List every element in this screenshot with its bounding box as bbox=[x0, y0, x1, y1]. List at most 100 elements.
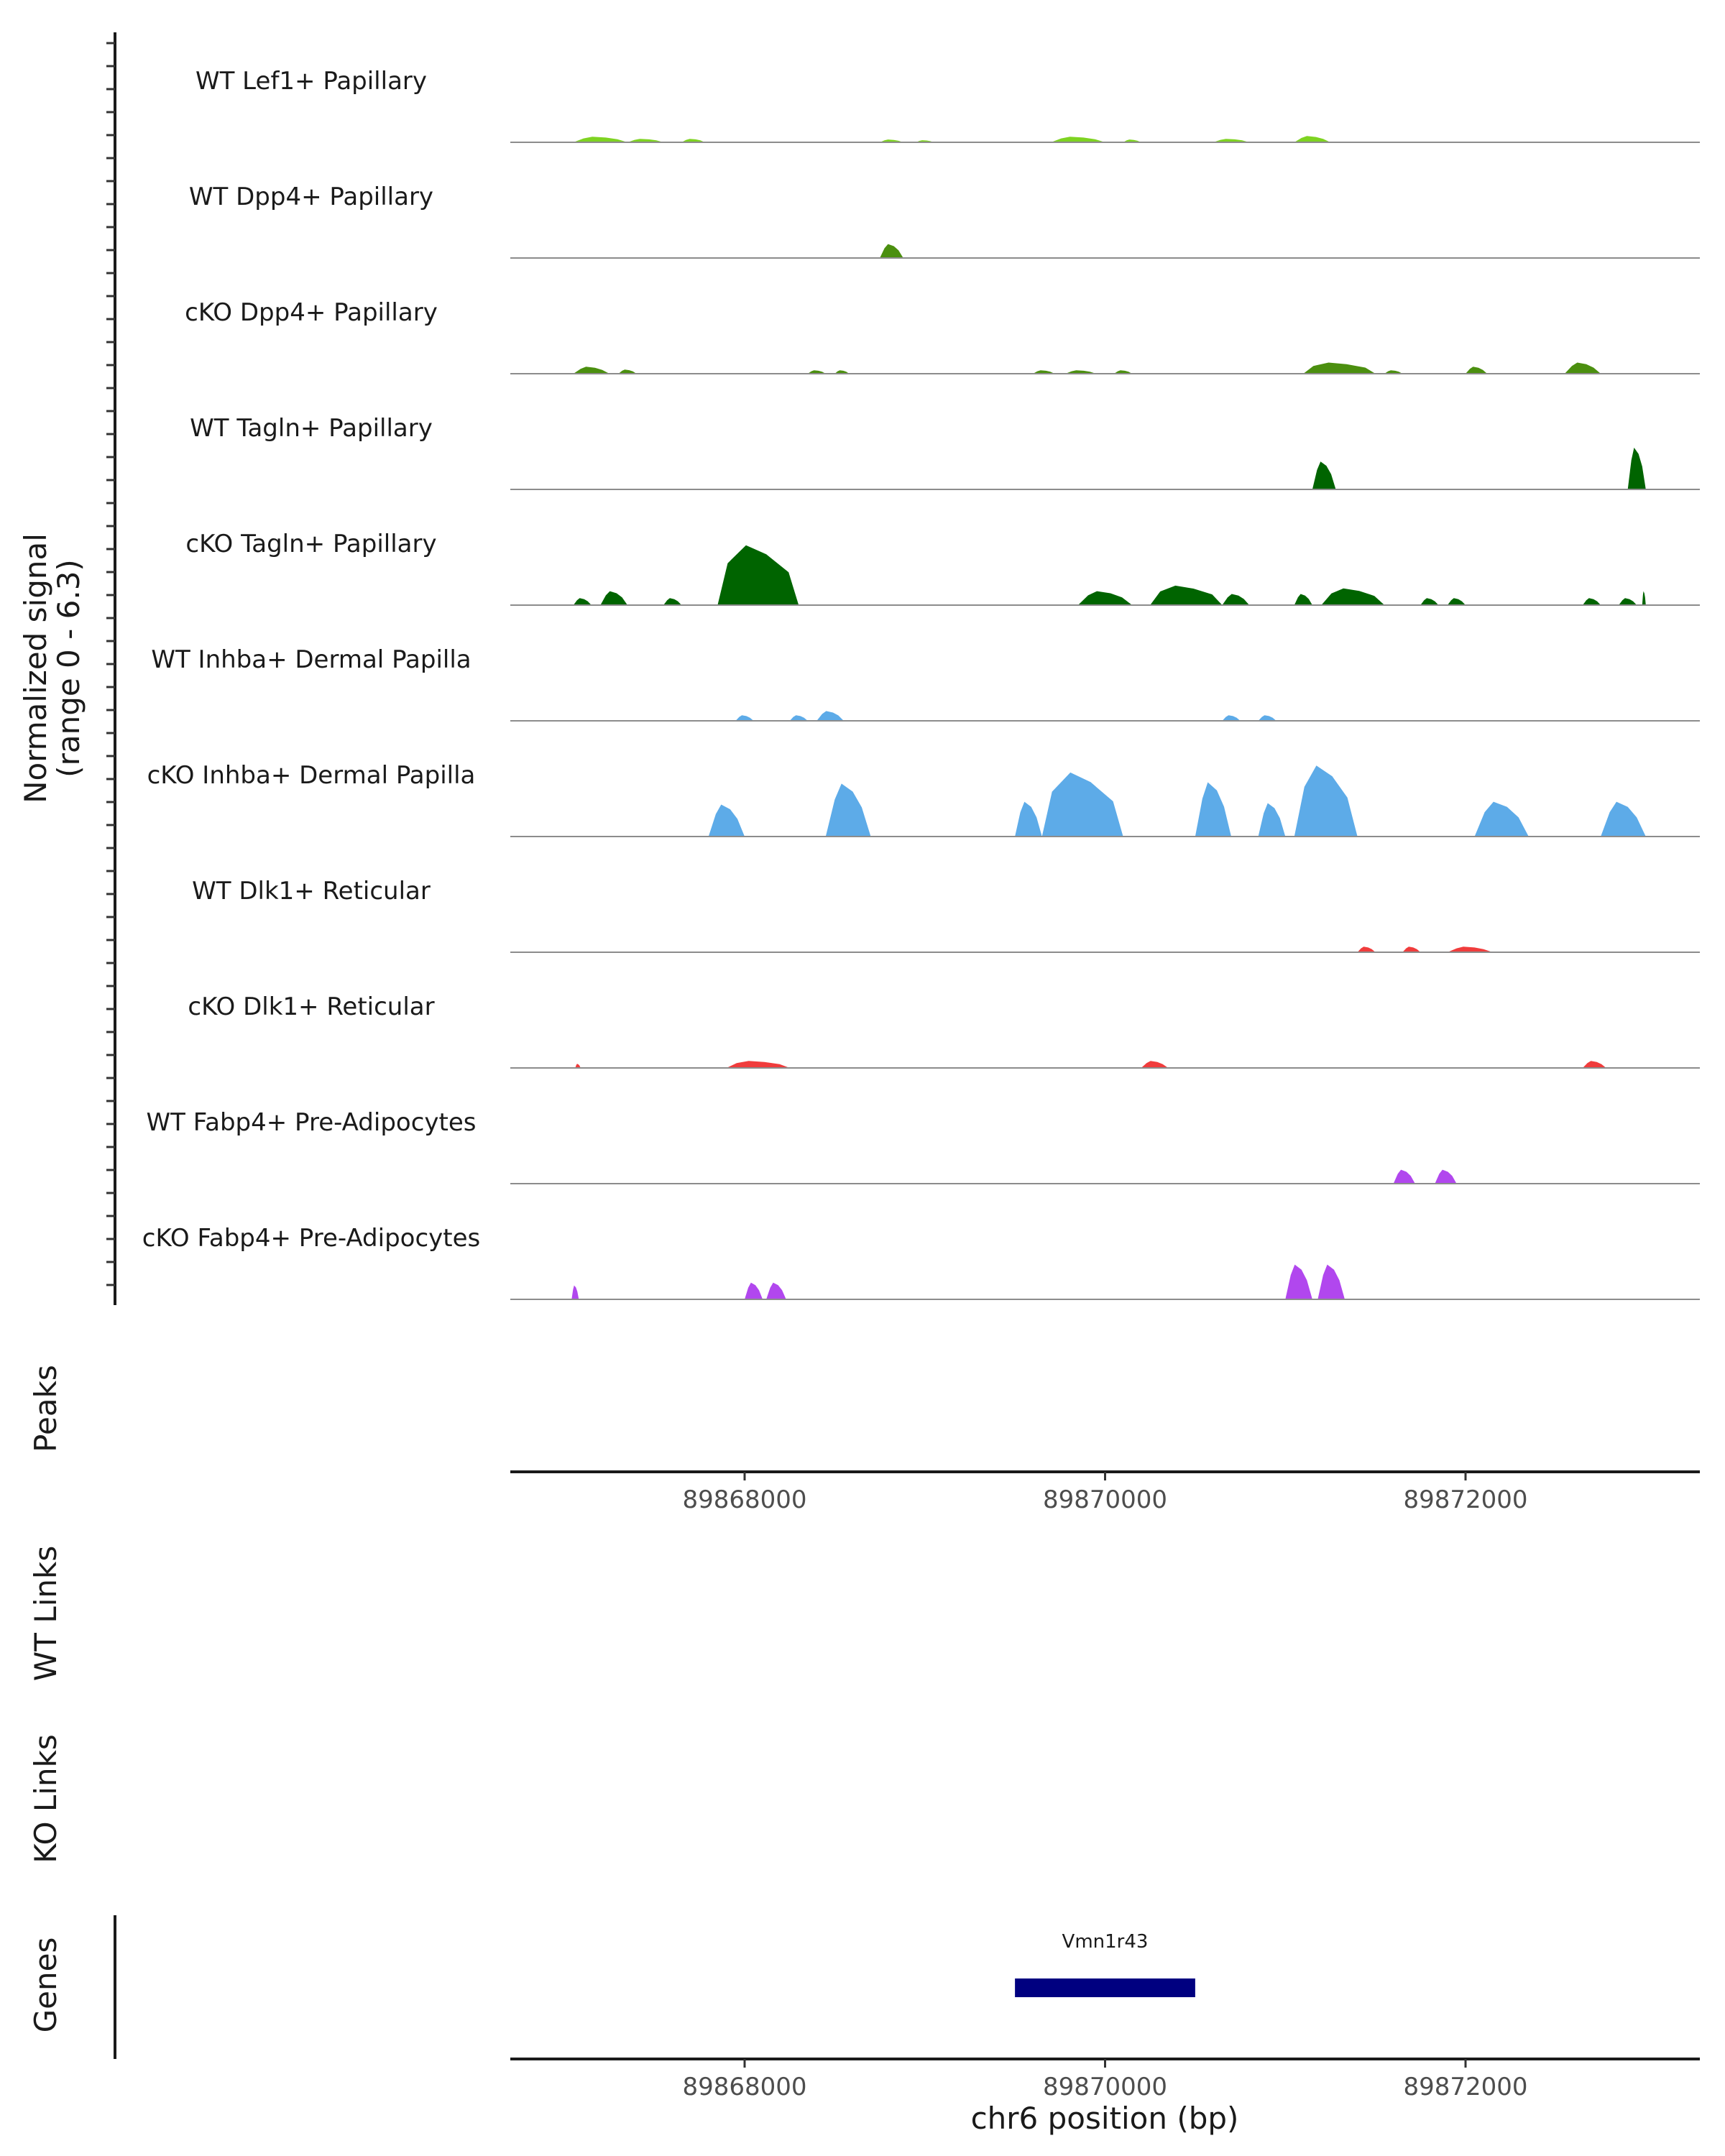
signal-y-axis-ticks bbox=[106, 42, 115, 1286]
signal-area bbox=[1384, 370, 1403, 374]
signal-area bbox=[1033, 370, 1055, 374]
track: cKO Fabp4+ Pre-Adipocytes bbox=[142, 1224, 1700, 1300]
signal-area bbox=[745, 1282, 763, 1299]
signal-area bbox=[834, 370, 850, 374]
x-tick-label: 89868000 bbox=[682, 1485, 806, 1514]
track: WT Dlk1+ Reticular bbox=[192, 877, 1700, 953]
signal-area bbox=[1420, 598, 1439, 605]
x-tick-label: 89872000 bbox=[1403, 1485, 1527, 1514]
signal-area bbox=[1222, 715, 1241, 721]
signal-area bbox=[1317, 1264, 1345, 1299]
signal-area bbox=[1583, 598, 1601, 605]
x-tick-label: 89870000 bbox=[1043, 1485, 1167, 1514]
ko-links-panel-label: KO Links bbox=[28, 1734, 63, 1864]
track: cKO Tagln+ Papillary bbox=[185, 530, 1700, 606]
track: WT Inhba+ Dermal Papilla bbox=[151, 645, 1700, 722]
track: WT Tagln+ Papillary bbox=[190, 414, 1700, 490]
signal-area bbox=[1150, 585, 1223, 605]
signal-area bbox=[1285, 1264, 1312, 1299]
signal-area bbox=[1627, 447, 1646, 489]
gene-annotation: Vmn1r43 bbox=[1015, 1931, 1195, 1997]
signal-area bbox=[1583, 1061, 1606, 1068]
signal-area bbox=[880, 244, 903, 258]
signal-area bbox=[789, 715, 808, 721]
signal-area bbox=[825, 783, 871, 837]
signal-area bbox=[1642, 591, 1646, 605]
signal-area bbox=[1601, 801, 1646, 837]
signal-area bbox=[1466, 367, 1488, 374]
signal-area bbox=[1321, 588, 1385, 605]
signal-area bbox=[1114, 370, 1133, 374]
signal-area bbox=[1564, 362, 1601, 374]
signal-area bbox=[1077, 591, 1133, 605]
y-axis-title-line2: (range 0 - 6.3) bbox=[51, 559, 86, 778]
signal-area bbox=[1294, 136, 1330, 142]
track-label: WT Fabp4+ Pre-Adipocytes bbox=[147, 1108, 477, 1137]
signal-area bbox=[1065, 370, 1096, 374]
track-label: cKO Inhba+ Dermal Papilla bbox=[147, 761, 476, 790]
signal-area bbox=[1213, 139, 1250, 142]
signal-area bbox=[1294, 594, 1312, 605]
gene-label: Vmn1r43 bbox=[1062, 1931, 1149, 1953]
track-label: WT Lef1+ Papillary bbox=[196, 67, 427, 96]
signal-area bbox=[1041, 772, 1123, 837]
signal-area bbox=[708, 804, 745, 837]
signal-area bbox=[1222, 594, 1250, 605]
signal-area bbox=[1447, 598, 1466, 605]
genes-panel-label: Genes bbox=[28, 1938, 63, 2033]
track: WT Fabp4+ Pre-Adipocytes bbox=[147, 1108, 1700, 1184]
track: cKO Dpp4+ Papillary bbox=[185, 298, 1700, 374]
y-axis-title-line1: Normalized signal bbox=[18, 533, 53, 803]
signal-area bbox=[1393, 1169, 1415, 1184]
signal-area bbox=[807, 370, 826, 374]
signal-area bbox=[1312, 461, 1336, 489]
track: cKO Inhba+ Dermal Papilla bbox=[147, 761, 1700, 837]
signal-area bbox=[726, 1061, 790, 1068]
track-label: cKO Tagln+ Papillary bbox=[185, 530, 436, 558]
x-tick-label: 89870000 bbox=[1043, 2073, 1167, 2101]
signal-area bbox=[1619, 598, 1637, 605]
signal-area bbox=[1435, 1169, 1457, 1184]
track: WT Dpp4+ Papillary bbox=[189, 183, 1700, 259]
signal-area bbox=[1357, 946, 1376, 952]
signal-area bbox=[1051, 137, 1105, 142]
signal-tracks: WT Lef1+ Papillary WT Dpp4+ Papillary cKO … bbox=[142, 67, 1700, 1300]
signal-area bbox=[1474, 801, 1529, 837]
signal-area bbox=[735, 715, 754, 721]
signal-area bbox=[663, 598, 682, 605]
wt-links-panel-label: WT Links bbox=[28, 1546, 63, 1681]
track: WT Lef1+ Papillary bbox=[196, 67, 1700, 143]
track-label: WT Inhba+ Dermal Papilla bbox=[151, 645, 471, 674]
signal-area bbox=[717, 545, 799, 605]
x-tick-label: 89868000 bbox=[682, 2073, 806, 2101]
track-label: WT Dpp4+ Papillary bbox=[189, 183, 433, 211]
signal-area bbox=[571, 1285, 579, 1299]
x-axis-peaks-panel: 89868000 89870000 89872000 bbox=[510, 1470, 1700, 1514]
track-label: cKO Fabp4+ Pre-Adipocytes bbox=[142, 1224, 481, 1253]
x-tick-label: 89872000 bbox=[1403, 2073, 1527, 2101]
track-label: WT Dlk1+ Reticular bbox=[192, 877, 431, 906]
signal-area bbox=[681, 139, 705, 142]
gene-body-bar bbox=[1015, 1978, 1195, 1997]
track-label: cKO Dlk1+ Reticular bbox=[188, 992, 434, 1021]
signal-area bbox=[618, 369, 637, 374]
track: cKO Dlk1+ Reticular bbox=[188, 992, 1700, 1069]
signal-area bbox=[1258, 715, 1276, 721]
signal-area bbox=[1303, 362, 1376, 374]
track-label: WT Tagln+ Papillary bbox=[190, 414, 433, 443]
peaks-panel-label: Peaks bbox=[28, 1365, 63, 1452]
track-label: cKO Dpp4+ Papillary bbox=[185, 298, 438, 327]
signal-area bbox=[1447, 946, 1493, 952]
signal-area bbox=[1015, 801, 1042, 837]
x-axis-title: chr6 position (bp) bbox=[971, 2101, 1239, 2136]
signal-area bbox=[1402, 946, 1421, 952]
signal-area bbox=[1258, 803, 1286, 837]
signal-area bbox=[816, 711, 844, 721]
signal-area bbox=[575, 1064, 581, 1068]
signal-area bbox=[1294, 765, 1358, 837]
signal-area bbox=[627, 139, 664, 142]
x-axis-genes-panel: 89868000 89870000 89872000 bbox=[510, 2058, 1700, 2101]
signal-area bbox=[573, 137, 627, 142]
signal-area bbox=[1195, 782, 1231, 837]
